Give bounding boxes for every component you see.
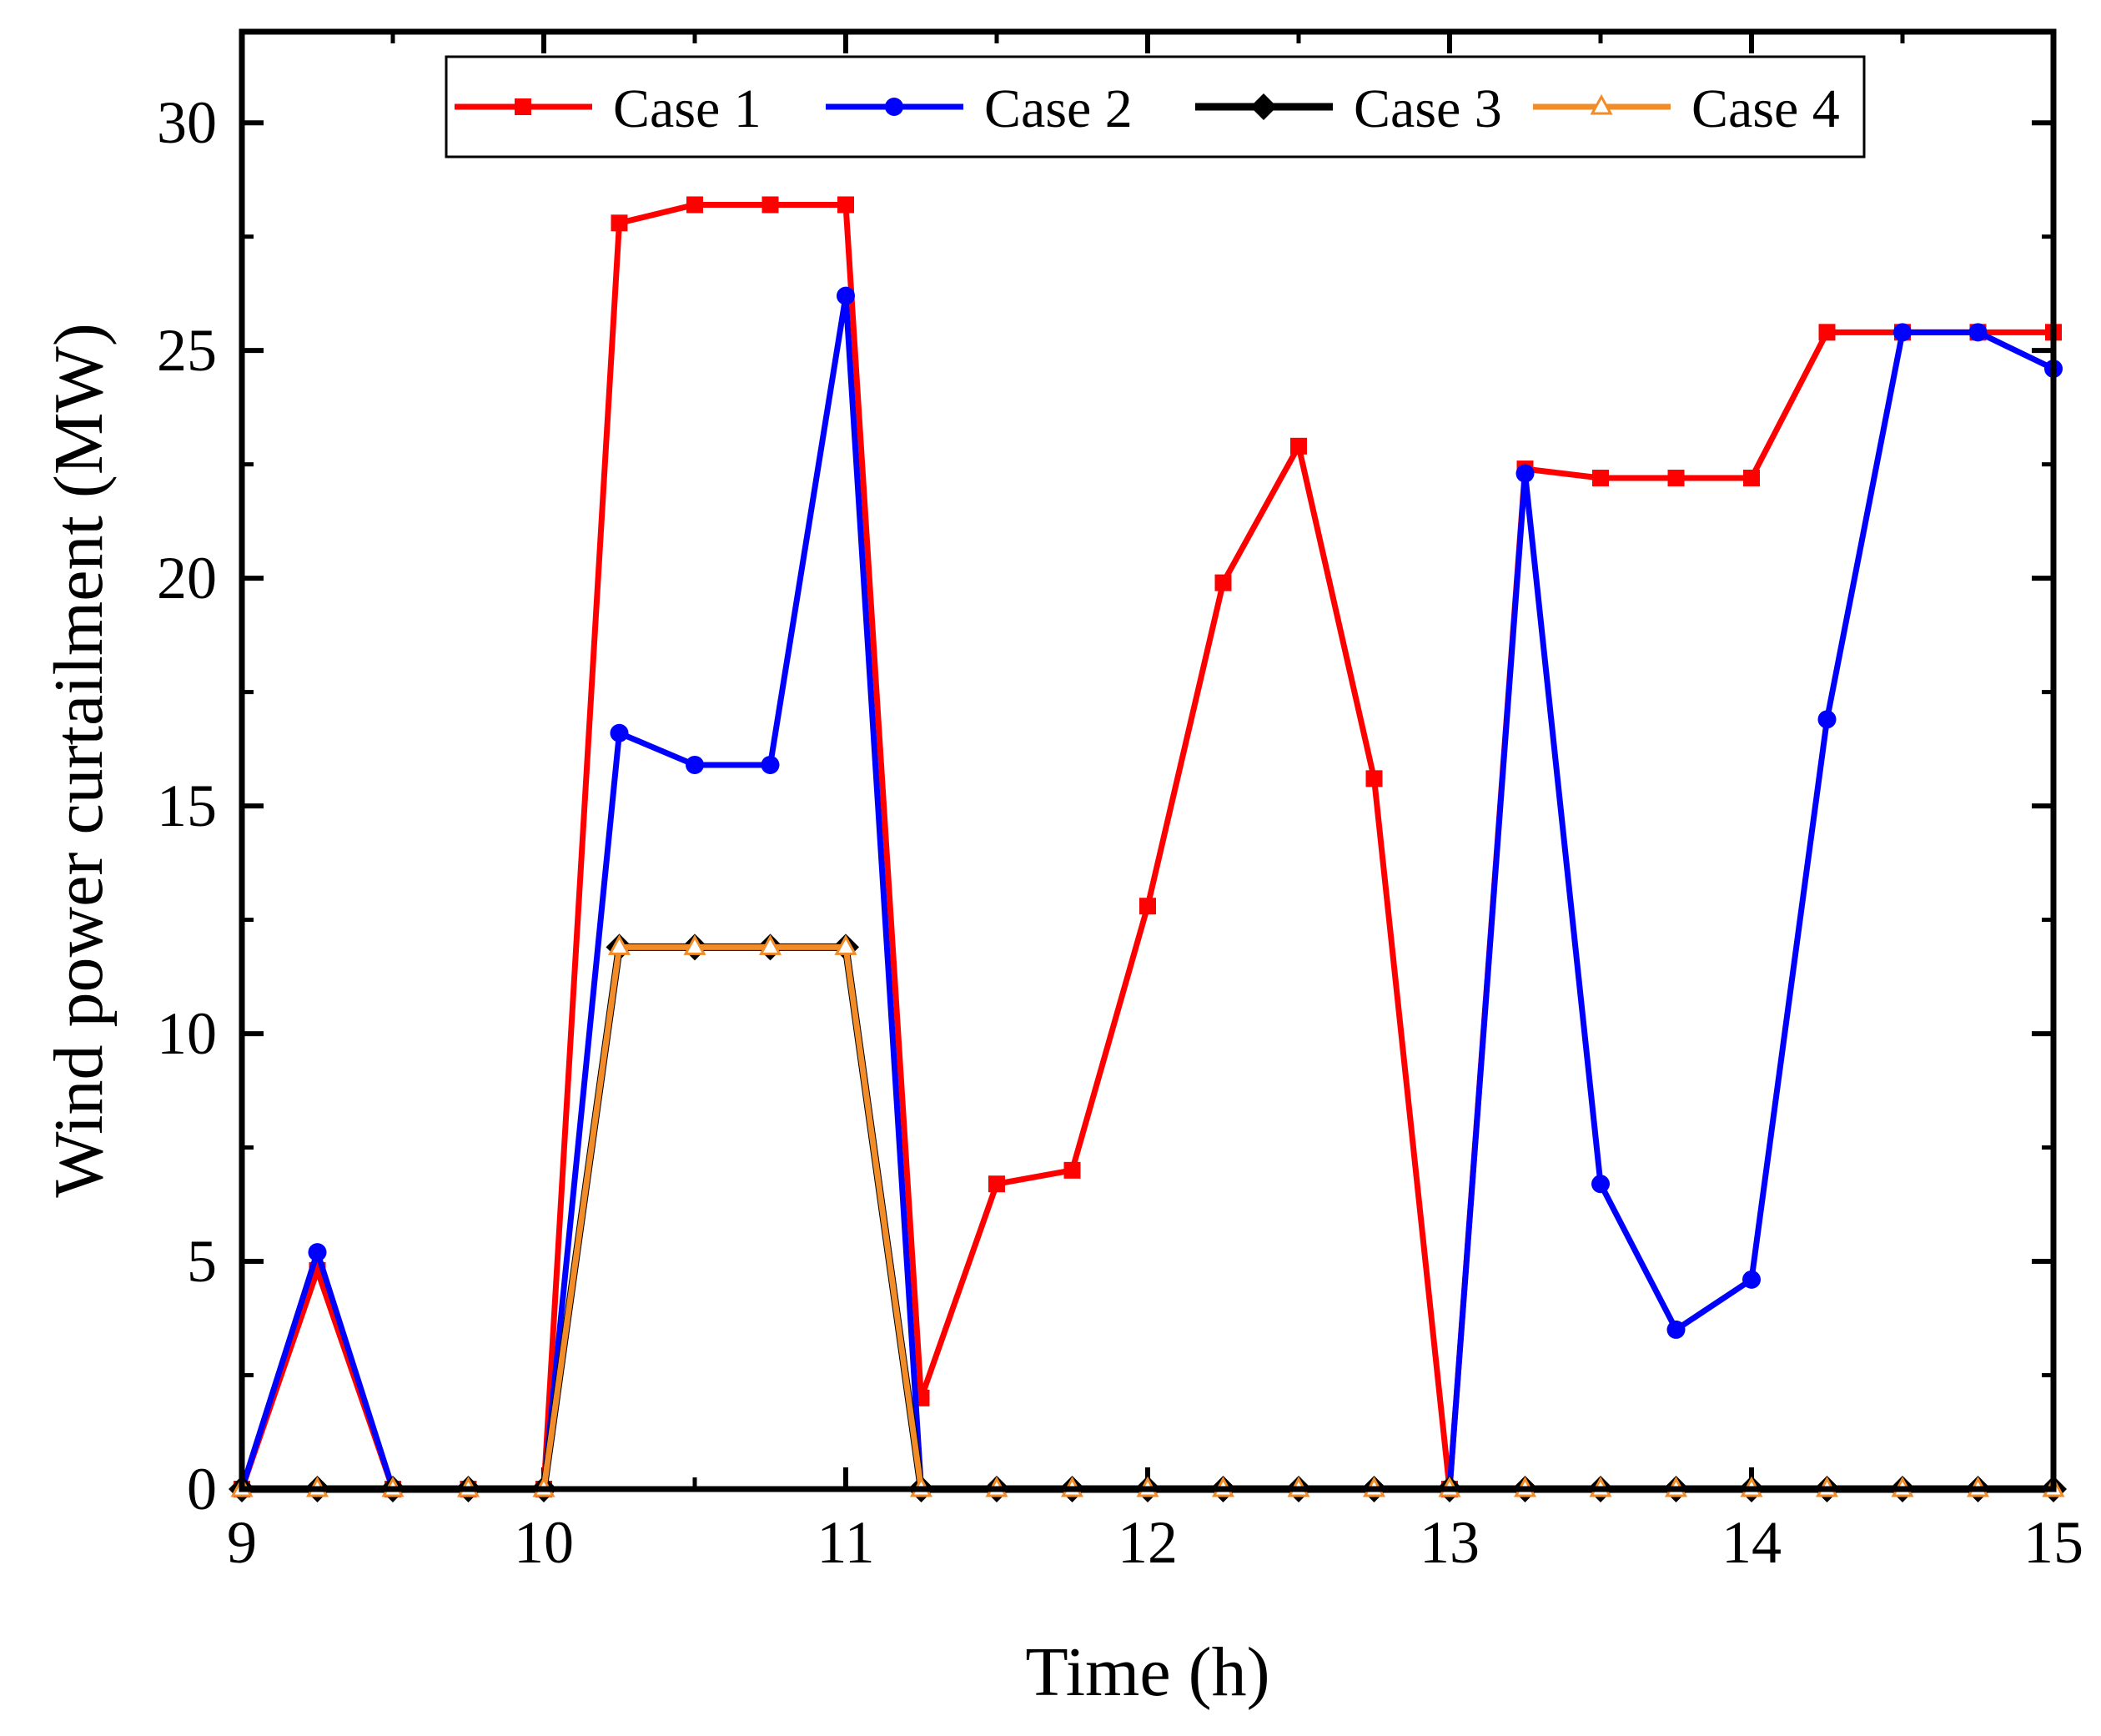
data-point — [1214, 574, 1232, 591]
data-point — [988, 1175, 1005, 1193]
data-point — [1817, 710, 1837, 729]
data-point — [837, 286, 855, 305]
data-point — [607, 934, 631, 955]
data-point — [1290, 437, 1307, 455]
data-point — [1365, 770, 1383, 787]
data-point — [1742, 1270, 1761, 1289]
data-point — [686, 755, 704, 774]
data-point — [1139, 898, 1156, 915]
data-point — [1063, 1161, 1081, 1179]
y-tick-label: 25 — [157, 317, 217, 384]
legend-marker — [1250, 93, 1277, 120]
legend: Case 1 Case 2 Case 3 Case 4 — [445, 55, 1866, 159]
legend-label: Case 4 — [1691, 78, 1840, 139]
data-point — [758, 934, 782, 955]
legend-marker — [1590, 93, 1613, 115]
y-tick-label: 10 — [157, 1000, 217, 1067]
data-point — [1591, 1175, 1610, 1194]
legend-label: Case 3 — [1354, 78, 1502, 139]
legend-entry-4: Case 4 — [1533, 78, 1840, 139]
y-axis-label: Wind power curtailment (MW) — [40, 323, 118, 1198]
legend-label: Case 2 — [984, 78, 1133, 139]
legend-entry-1: Case 1 — [455, 78, 761, 139]
data-point — [837, 196, 854, 214]
x-tick-label: 9 — [227, 1509, 257, 1576]
data-point — [610, 723, 629, 742]
y-tick-label: 15 — [157, 772, 217, 839]
data-point — [834, 934, 857, 955]
x-tick-label: 13 — [1420, 1509, 1480, 1576]
y-tick-label: 0 — [187, 1456, 217, 1522]
x-tick-label: 12 — [1118, 1509, 1178, 1576]
y-tick-label: 30 — [157, 89, 217, 156]
y-tick-label: 5 — [187, 1228, 217, 1295]
data-point — [1743, 470, 1760, 487]
legend-marker — [515, 98, 531, 115]
x-tick-label: 11 — [817, 1509, 874, 1576]
plot-frame — [239, 28, 2057, 1492]
data-point — [761, 755, 780, 774]
x-tick-label: 14 — [1722, 1509, 1782, 1576]
data-point — [1667, 470, 1685, 487]
legend-label: Case 1 — [613, 78, 761, 139]
data-point — [1666, 1320, 1686, 1339]
data-point — [761, 196, 779, 214]
data-point — [1592, 470, 1609, 487]
x-tick-label: 15 — [2023, 1509, 2083, 1576]
data-point — [1968, 323, 1988, 342]
y-tick-label: 20 — [157, 545, 217, 611]
data-point — [611, 214, 628, 232]
legend-entry-2: Case 2 — [826, 78, 1133, 139]
data-point — [308, 1243, 327, 1262]
x-tick-label: 10 — [514, 1509, 574, 1576]
tick-labels: 9 10 11 12 13 14 15 0 5 10 15 20 25 30 — [157, 89, 2083, 1576]
data-point — [1893, 323, 1912, 342]
data-point — [686, 196, 703, 214]
data-point — [683, 934, 706, 955]
legend-marker — [885, 98, 903, 116]
x-axis-label: Time (h) — [1025, 1633, 1269, 1711]
legend-entry-3: Case 3 — [1195, 78, 1502, 139]
data-point — [1818, 324, 1836, 341]
data-point — [1515, 464, 1535, 483]
